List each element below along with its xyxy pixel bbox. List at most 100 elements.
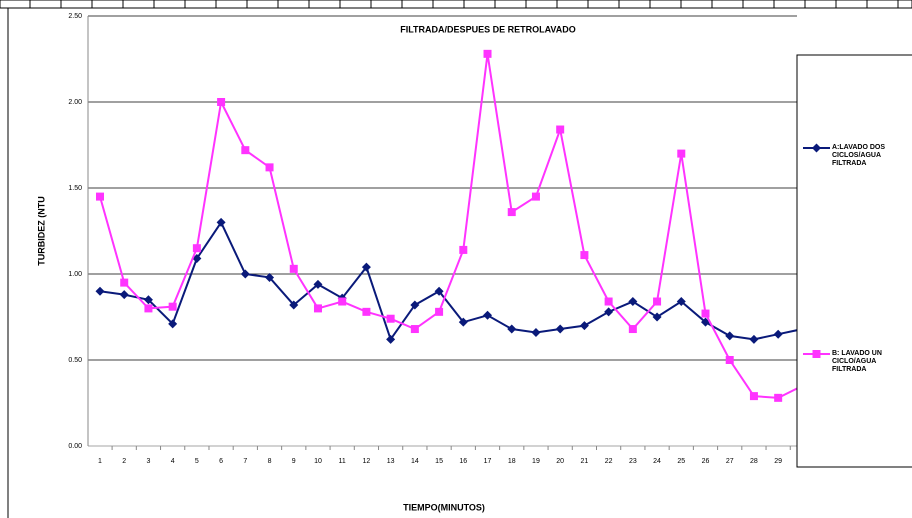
data-point: [168, 319, 178, 329]
data-point: [435, 307, 444, 316]
data-point: [119, 290, 129, 300]
x-tick-label: 1: [98, 458, 102, 465]
data-point: [459, 245, 468, 254]
legend-marker: [812, 143, 821, 153]
x-tick-label: 29: [774, 458, 782, 465]
data-point: [725, 356, 734, 364]
data-point: [143, 295, 153, 305]
data-point: [289, 300, 299, 310]
data-point: [338, 297, 347, 306]
data-point: [313, 304, 322, 313]
data-point: [749, 334, 759, 344]
y-tick-label: 0.00: [68, 443, 82, 450]
x-tick-label: 8: [268, 458, 272, 465]
data-point: [676, 297, 686, 307]
data-point: [216, 217, 226, 227]
chart-title: FILTRADA/DESPUES DE RETROLAVADO: [400, 24, 576, 34]
legend-label: A:LAVADO DOS CICLOS/AGUA FILTRADA: [832, 144, 886, 167]
x-tick-label: 15: [435, 458, 443, 465]
x-tick-label: 16: [459, 458, 467, 465]
x-tick-label: 2: [122, 458, 126, 465]
data-point: [386, 334, 396, 344]
data-point: [410, 325, 419, 334]
data-point: [555, 324, 565, 334]
data-point: [361, 262, 371, 272]
data-point: [483, 310, 493, 320]
ruler: [0, 0, 912, 9]
data-point: [725, 331, 735, 341]
x-tick-label: 19: [532, 458, 540, 465]
data-point: [410, 300, 420, 310]
x-tick-label: 21: [581, 458, 589, 465]
x-tick-label: 25: [677, 458, 685, 465]
x-tick-label: 18: [508, 458, 516, 465]
x-axis-label: TIEMPO(MINUTOS): [403, 502, 485, 512]
x-tick-label: 17: [484, 458, 492, 465]
data-point: [507, 208, 516, 217]
data-point: [362, 307, 371, 316]
data-point: [217, 98, 226, 106]
data-point: [701, 309, 710, 318]
data-point: [677, 149, 686, 158]
x-tick-label: 7: [243, 458, 247, 465]
y-tick-label: 0.50: [68, 357, 82, 364]
data-point: [604, 297, 613, 306]
data-point: [313, 279, 323, 289]
x-tick-label: 26: [702, 458, 710, 465]
x-tick-label: 6: [219, 458, 223, 465]
data-point: [653, 297, 662, 306]
data-point: [192, 254, 202, 264]
data-point: [434, 286, 444, 296]
x-tick-label: 10: [314, 458, 322, 465]
x-tick-label: 23: [629, 458, 637, 465]
x-tick-label: 27: [726, 458, 734, 465]
x-tick-label: 14: [411, 458, 419, 465]
series-line: [99, 220, 797, 342]
data-point: [531, 192, 540, 201]
data-point: [604, 307, 614, 317]
data-point: [241, 146, 250, 155]
legend-label: B: LAVADO UN CICLO/AGUA FILTRADA: [832, 350, 882, 373]
x-tick-label: 13: [387, 458, 395, 465]
legend-marker: [812, 350, 821, 358]
data-point: [628, 325, 637, 334]
x-tick-label: 3: [146, 458, 150, 465]
data-point: [531, 327, 541, 337]
data-point: [507, 324, 517, 334]
data-point: [289, 264, 298, 273]
data-point: [749, 392, 758, 401]
x-tick-label: 20: [556, 458, 564, 465]
data-point: [386, 314, 395, 323]
y-tick-label: 2.50: [68, 13, 82, 20]
x-tick-label: 12: [363, 458, 371, 465]
data-point: [120, 278, 129, 287]
x-tick-label: 5: [195, 458, 199, 465]
data-point: [192, 244, 201, 253]
data-point: [458, 317, 468, 327]
data-point: [265, 163, 274, 172]
data-point: [95, 286, 105, 296]
data-point: [628, 297, 638, 307]
data-point: [580, 251, 589, 260]
x-tick-label: 4: [171, 458, 175, 465]
data-point: [579, 321, 589, 331]
y-tick-label: 1.50: [68, 185, 82, 192]
data-point: [96, 192, 104, 201]
x-tick-label: 11: [339, 458, 346, 465]
data-point: [265, 272, 275, 282]
series-line: [99, 53, 797, 399]
data-point: [774, 393, 783, 402]
x-tick-label: 24: [653, 458, 661, 465]
ruler-ticks: [29, 0, 899, 8]
data-point: [168, 302, 177, 311]
data-point: [652, 312, 662, 322]
data-point: [773, 329, 783, 339]
data-point: [483, 49, 492, 58]
y-axis-label: TURBIDEZ (NTU: [36, 196, 46, 266]
data-point: [556, 125, 565, 134]
x-tick-label: 9: [292, 458, 296, 465]
y-tick-label: 2.00: [68, 99, 82, 106]
y-tick-label: 1.00: [68, 271, 82, 278]
